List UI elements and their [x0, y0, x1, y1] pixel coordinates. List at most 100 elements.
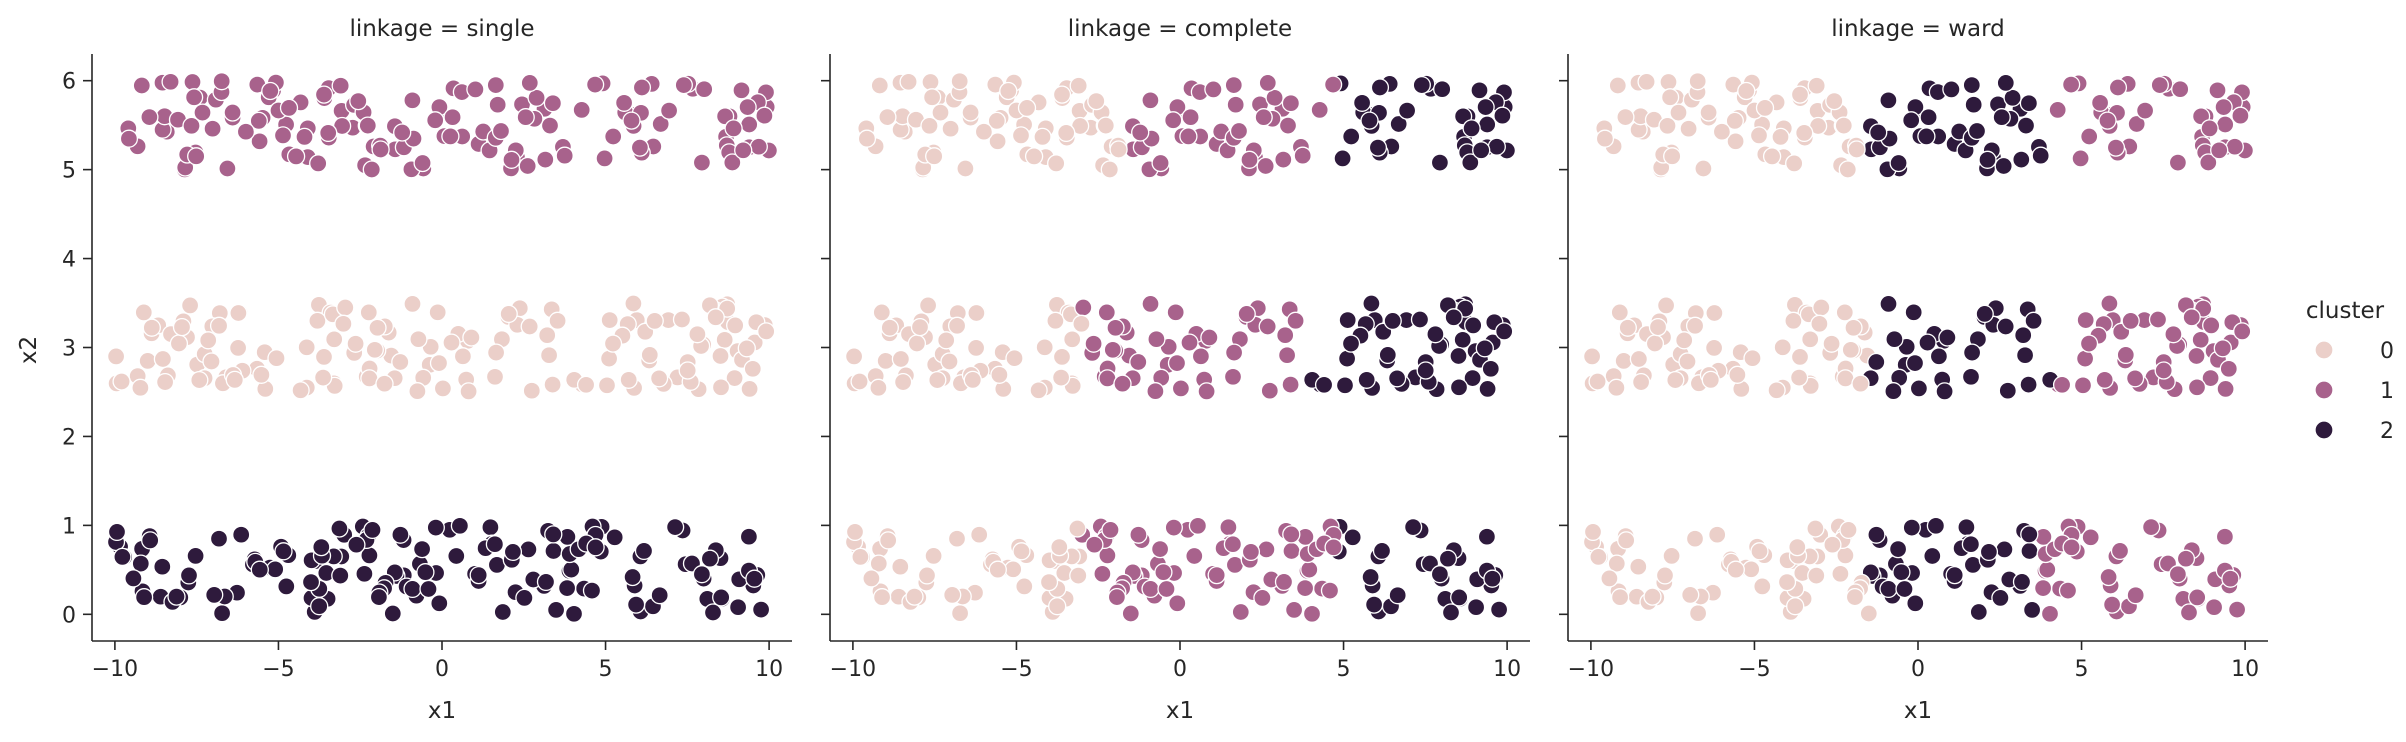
scatter-point	[1200, 328, 1219, 347]
scatter-point	[724, 119, 743, 138]
scatter-point	[346, 334, 365, 353]
scatter-point	[1229, 121, 1249, 141]
scatter-point	[403, 579, 422, 599]
scatter-point	[961, 103, 980, 122]
scatter-point	[924, 546, 943, 566]
scatter-point	[518, 156, 537, 176]
scatter-point	[274, 542, 293, 561]
scatter-point	[947, 316, 967, 335]
scatter-point	[403, 294, 422, 314]
scatter-point	[845, 522, 865, 542]
scatter-point	[2016, 116, 2036, 135]
scatter-point	[1069, 76, 1088, 95]
scatter-point	[1785, 154, 1804, 173]
scatter-point	[1412, 75, 1431, 95]
scatter-point	[1362, 294, 1381, 313]
scatter-point	[1314, 375, 1334, 394]
scatter-point	[1679, 119, 1698, 138]
scatter-point	[739, 527, 759, 546]
scatter-point	[595, 149, 614, 168]
scatter-point	[273, 126, 293, 145]
scatter-point	[2200, 119, 2219, 138]
scatter-point	[966, 338, 986, 358]
scatter-point	[1033, 127, 1052, 147]
scatter-point	[261, 81, 280, 101]
scatter-point	[1449, 346, 1468, 366]
legend-label: 2	[2380, 419, 2394, 444]
scatter-point	[193, 103, 212, 122]
scatter-point	[922, 88, 942, 107]
scatter-point	[2116, 345, 2135, 365]
scatter-point	[1790, 85, 1810, 104]
scatter-point	[872, 303, 891, 322]
scatter-point	[2090, 93, 2110, 112]
scatter-point	[645, 311, 664, 331]
scatter-point	[2058, 581, 2078, 600]
scatter-point	[1753, 577, 1772, 596]
x-tick-label: 0	[435, 657, 449, 682]
scatter-point	[2106, 138, 2126, 157]
scatter-point	[2014, 326, 2033, 345]
scatter-point	[1608, 76, 1627, 95]
scatter-point	[1823, 535, 1842, 554]
scatter-point	[2187, 378, 2207, 397]
scatter-point	[172, 317, 192, 337]
scatter-point	[599, 349, 619, 368]
scatter-point	[604, 127, 623, 146]
scatter-point	[1106, 318, 1125, 337]
scatter-point	[1495, 322, 1514, 341]
scatter-point	[250, 132, 269, 151]
scatter-point	[1004, 560, 1023, 579]
scatter-point	[712, 588, 731, 607]
scatter-point	[632, 78, 652, 97]
scatter-point	[536, 572, 556, 592]
scatter-point	[2216, 379, 2235, 399]
scatter-point	[2052, 375, 2072, 394]
scatter-point	[499, 304, 518, 324]
scatter-point	[2215, 527, 2235, 546]
scatter-point	[678, 361, 697, 380]
legend-marker	[2314, 340, 2334, 360]
legend-label: 1	[2380, 379, 2394, 404]
scatter-point	[1938, 328, 1957, 347]
scatter-point	[1185, 546, 1204, 566]
scatter-point	[1812, 298, 1831, 317]
scatter-point	[428, 303, 447, 322]
scatter-point	[279, 98, 299, 118]
scatter-point	[2187, 346, 2206, 366]
scatter-point	[1704, 338, 1724, 358]
scatter-point	[1831, 564, 1850, 583]
scatter-point	[2201, 368, 2220, 388]
scatter-point	[202, 352, 221, 371]
scatter-point	[134, 303, 153, 322]
scatter-point	[1286, 311, 1305, 330]
scatter-point	[688, 325, 707, 344]
scatter-point	[1685, 316, 1705, 335]
scatter-point	[441, 127, 460, 146]
scatter-point	[920, 116, 939, 135]
scatter-point	[1669, 103, 1688, 122]
scatter-point	[447, 546, 466, 566]
scatter-point	[1807, 76, 1826, 95]
scatter-point	[205, 585, 224, 605]
facet-panels: linkage = single−10 −5 0 5 100123456x1linkag…	[62, 16, 2268, 724]
scatter-point	[1705, 303, 1724, 323]
scatter-point	[138, 351, 157, 371]
scatter-point	[413, 153, 432, 173]
scatter-point	[515, 588, 534, 608]
scatter-point	[1096, 116, 1115, 135]
scatter-point	[2182, 308, 2201, 327]
scatter-point	[1926, 516, 1946, 535]
scatter-point	[267, 349, 286, 368]
scatter-point	[2033, 578, 2053, 598]
scatter-point	[1416, 361, 1435, 380]
scatter-point	[1197, 382, 1216, 401]
scatter-point	[921, 72, 940, 92]
scatter-point	[1121, 604, 1140, 623]
scatter-point	[486, 75, 505, 95]
x-tick-label: −5	[1738, 657, 1770, 682]
scatter-point	[1150, 539, 1170, 559]
scatter-point	[1777, 572, 1797, 592]
scatter-point	[1477, 527, 1497, 546]
scatter-point	[1207, 565, 1226, 585]
